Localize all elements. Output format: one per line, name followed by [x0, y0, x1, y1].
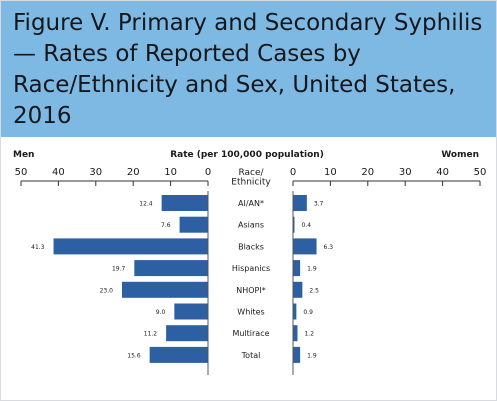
left-tick-label: 50 — [15, 167, 28, 178]
category-label: Asians — [238, 221, 264, 230]
bar-women-value-label: 2.5 — [309, 287, 319, 294]
axis-title: Rate (per 100,000 population) — [170, 150, 324, 160]
bar-men-value-label: 19.7 — [112, 266, 126, 273]
back-to-back-bar-chart: Men Rate (per 100,000 population) Women … — [13, 150, 487, 375]
bars-group: 12.4 3.7 7.6 0.4 41.3 6.3 19.7 1.9 23.0 2.5 9.0 0.9… — [31, 195, 333, 363]
bar-women-value-label: 3.7 — [314, 201, 324, 208]
bar-women-value-label: 0.9 — [303, 309, 313, 316]
category-label: Multirace — [232, 329, 269, 338]
bar-men-whites — [174, 303, 208, 320]
bar-women-value-label: 6.3 — [324, 244, 334, 251]
bar-men-value-label: 11.2 — [144, 331, 158, 338]
right-tick-label: 20 — [361, 167, 374, 178]
bar-women-multirace — [293, 325, 298, 342]
bar-men-hispanics — [134, 260, 208, 277]
bar-women-asians — [293, 216, 295, 233]
left-axis-ticks: 50 40 30 20 10 0 — [15, 167, 211, 186]
bar-men-value-label: 7.6 — [161, 222, 171, 229]
category-label: Blacks — [238, 242, 264, 251]
bar-men-nhopi — [121, 281, 208, 298]
category-label: Total — [241, 351, 261, 360]
left-tick-label: 0 — [205, 167, 211, 178]
bar-women-value-label: 1.9 — [307, 266, 317, 273]
bar-women-nhopi — [293, 281, 303, 298]
bar-women-whites — [293, 303, 297, 320]
men-header: Men — [13, 150, 34, 160]
category-label: NHOPI* — [236, 286, 265, 295]
bar-men-asians — [179, 216, 208, 233]
bar-men-multirace — [166, 325, 208, 342]
right-tick-label: 50 — [474, 167, 487, 178]
bar-women-value-label: 1.9 — [307, 352, 317, 359]
bar-men-blacks — [53, 238, 209, 255]
bar-women-value-label: 1.2 — [304, 331, 314, 338]
bar-men-aian — [161, 195, 208, 211]
category-labels: AI/AN* Asians Blacks Hispanics NHOPI* Whites M… — [232, 199, 270, 360]
bar-men-value-label: 41.3 — [31, 244, 45, 251]
bar-women-hispanics — [293, 260, 301, 277]
right-tick-label: 10 — [324, 167, 337, 178]
category-label: Whites — [237, 308, 264, 317]
bar-men-value-label: 15.6 — [127, 352, 141, 359]
category-header-line: Race/ — [238, 168, 264, 178]
bar-women-total — [293, 346, 301, 363]
left-tick-label: 10 — [164, 167, 177, 178]
category-header-line: Ethnicity — [231, 178, 271, 188]
category-label: AI/AN* — [238, 199, 264, 208]
category-header: Race/Ethnicity — [231, 168, 271, 188]
right-axis-ticks: 0 10 20 30 40 50 — [290, 167, 487, 186]
bar-men-total — [149, 346, 208, 363]
title-bar: Figure V. Primary and Secondary Syphilis… — [1, 1, 496, 137]
bar-men-value-label: 23.0 — [100, 287, 114, 294]
right-tick-label: 30 — [399, 167, 412, 178]
bar-men-value-label: 12.4 — [139, 201, 153, 208]
women-header: Women — [441, 150, 479, 160]
figure-title: Figure V. Primary and Secondary Syphilis… — [13, 10, 483, 129]
right-tick-label: 0 — [290, 167, 296, 178]
left-tick-label: 40 — [52, 167, 65, 178]
left-tick-label: 20 — [127, 167, 140, 178]
right-tick-label: 40 — [436, 167, 449, 178]
left-tick-label: 30 — [89, 167, 102, 178]
category-label: Hispanics — [232, 264, 270, 273]
bar-women-aian — [293, 195, 307, 211]
bar-women-value-label: 0.4 — [301, 222, 311, 229]
bar-women-blacks — [293, 238, 317, 255]
bar-men-value-label: 9.0 — [156, 309, 166, 316]
